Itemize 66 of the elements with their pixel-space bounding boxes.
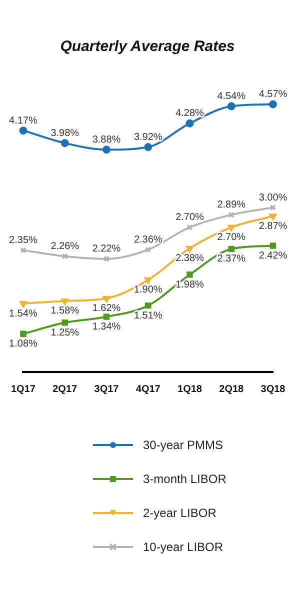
legend-label: 30-year PMMS — [143, 438, 224, 452]
point — [186, 119, 194, 128]
data-label: 3.98% — [50, 128, 80, 139]
data-label: 1.58% — [50, 306, 80, 317]
data-label: 1.90% — [134, 284, 162, 296]
data-label: 1.51% — [134, 310, 162, 322]
point — [186, 224, 193, 230]
data-label: 2.36% — [134, 234, 162, 246]
data-label: 2.42% — [258, 250, 288, 262]
point — [269, 100, 277, 108]
data-label: 1.62% — [92, 303, 121, 314]
data-label: 2.26% — [50, 240, 80, 252]
data-label: 2.37% — [217, 254, 246, 265]
data-label: 2.70% — [176, 212, 204, 224]
legend-label: 3-month LIBOR — [143, 472, 226, 486]
point — [60, 139, 69, 148]
data-label: 1.54% — [9, 308, 38, 320]
data-label: 3.92% — [134, 132, 162, 143]
data-label: 4.28% — [176, 108, 204, 120]
data-label: 2.38% — [176, 253, 204, 264]
data-label: 4.54% — [217, 91, 246, 102]
x-tick-label: 3Q17 — [94, 384, 120, 395]
x-tick-label: 1Q17 — [10, 384, 36, 395]
point — [228, 212, 234, 218]
point — [228, 224, 235, 232]
point — [144, 302, 152, 309]
data-label: 2.70% — [217, 232, 246, 244]
x-tick-label: 1Q18 — [178, 384, 202, 395]
x-tick-label: 3Q18 — [260, 384, 286, 395]
point — [62, 253, 68, 260]
point — [19, 126, 28, 135]
data-label: 1.25% — [50, 327, 80, 338]
point — [62, 320, 68, 326]
data-label: 1.08% — [9, 338, 38, 350]
point — [228, 246, 234, 252]
point — [269, 214, 277, 220]
data-label: 1.98% — [176, 279, 204, 290]
point — [20, 301, 27, 308]
point — [102, 146, 110, 154]
point — [61, 298, 68, 305]
chart-title: Quarterly Average Rates — [60, 38, 235, 56]
x-tick-label: 2Q18 — [219, 384, 244, 395]
point — [144, 277, 152, 284]
point — [144, 143, 152, 152]
point — [186, 246, 194, 252]
legend-label: 10-year LIBOR — [143, 540, 224, 554]
point — [186, 272, 193, 278]
data-label: 3.00% — [258, 192, 288, 204]
data-label: 2.22% — [92, 244, 121, 255]
data-label: 2.87% — [258, 220, 288, 232]
data-label: 1.34% — [92, 321, 121, 332]
point — [102, 296, 110, 302]
data-label: 4.57% — [258, 89, 288, 100]
legend-label: 2-year LIBOR — [143, 506, 216, 520]
x-tick-label: 4Q17 — [136, 384, 161, 395]
x-tick-label: 2Q17 — [52, 384, 78, 395]
point — [103, 314, 110, 320]
point — [227, 102, 236, 110]
point — [144, 246, 152, 253]
data-label: 2.35% — [9, 235, 38, 246]
point — [270, 242, 276, 249]
data-label: 4.17% — [9, 115, 38, 126]
point — [20, 330, 26, 337]
data-label: 3.88% — [92, 134, 121, 146]
point — [103, 256, 110, 262]
data-label: 2.89% — [217, 200, 246, 211]
